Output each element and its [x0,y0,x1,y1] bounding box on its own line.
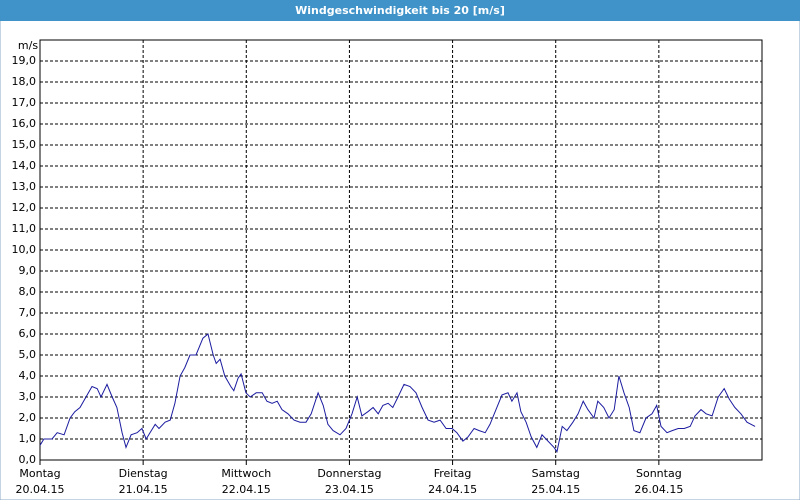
x-tick-label: Samstag [532,467,580,480]
y-tick-label: 0,0 [19,453,37,466]
x-tick-date: 20.04.15 [16,483,65,496]
x-tick-label: Dienstag [119,467,168,480]
y-tick-label: 5,0 [19,348,37,361]
x-tick-label: Donnerstag [317,467,381,480]
x-tick-date: 22.04.15 [222,483,271,496]
y-tick-label: 12,0 [12,201,37,214]
x-tick-date: 21.04.15 [119,483,168,496]
chart-title: Windgeschwindigkeit bis 20 [m/s] [295,4,505,17]
y-tick-label: 16,0 [12,117,37,130]
y-tick-label: 14,0 [12,159,37,172]
y-tick-label: 3,0 [19,390,37,403]
plot-frame [39,39,763,461]
x-tick-label: Freitag [434,467,472,480]
y-tick-label: 10,0 [12,243,37,256]
x-tick-label: Mittwoch [221,467,271,480]
y-tick-label: 7,0 [19,306,37,319]
y-tick-label: 11,0 [12,222,37,235]
y-tick-label: 19,0 [12,54,37,67]
y-tick-label: 8,0 [19,285,37,298]
y-tick-label: 4,0 [19,369,37,382]
y-tick-label: 9,0 [19,264,37,277]
x-tick-date: 25.04.15 [531,483,580,496]
x-tick-date: 24.04.15 [428,483,477,496]
x-tick-date: 26.04.15 [634,483,683,496]
wind-line [39,333,756,453]
y-tick-label: 17,0 [12,96,37,109]
y-tick-label: 15,0 [12,138,37,151]
y-tick-label: 18,0 [12,75,37,88]
y-tick-label: 6,0 [19,327,37,340]
y-tick-label: 2,0 [19,411,37,424]
x-tick-label: Montag [19,467,60,480]
y-tick-label: 13,0 [12,180,37,193]
y-axis-label: m/s [18,39,38,52]
x-tick-date: 23.04.15 [325,483,374,496]
x-tick-label: Sonntag [636,467,682,480]
title-bar [0,0,800,21]
y-tick-label: 1,0 [19,432,37,445]
